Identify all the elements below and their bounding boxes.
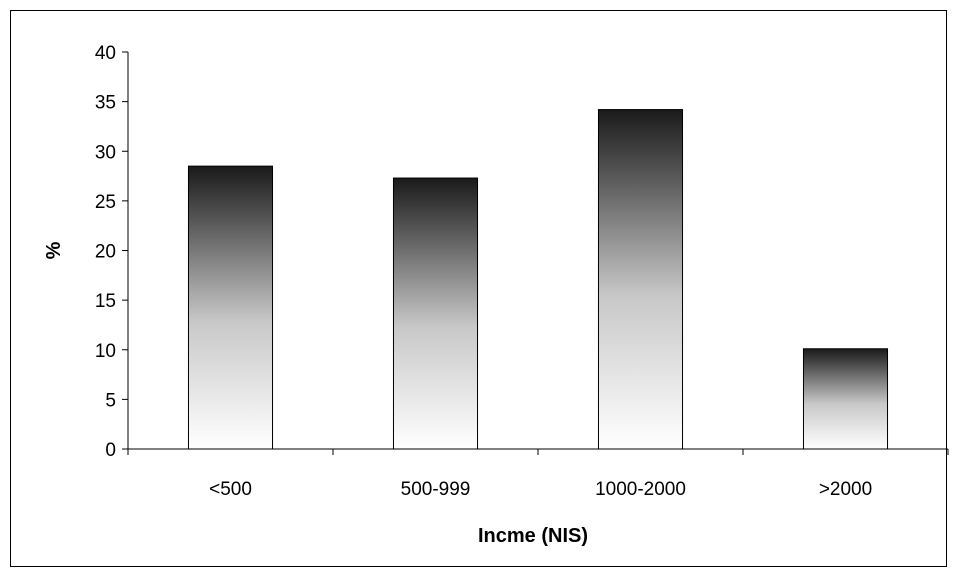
bar bbox=[187, 165, 274, 450]
y-tick-label: 35 bbox=[95, 93, 116, 114]
y-tick-label: 15 bbox=[95, 291, 116, 312]
y-tick-label: 5 bbox=[105, 390, 116, 411]
y-tick-label: 40 bbox=[95, 43, 116, 64]
y-tick-label: 20 bbox=[95, 242, 116, 263]
y-tick-label: 10 bbox=[95, 341, 116, 362]
x-tick-label: >2000 bbox=[819, 479, 872, 500]
bar bbox=[802, 348, 889, 450]
x-tick-label: <500 bbox=[209, 479, 252, 500]
x-axis: <500 500-999 1000-2000 >2000 bbox=[127, 448, 949, 500]
y-tick-label: 30 bbox=[95, 142, 116, 163]
x-tick-label: 1000-2000 bbox=[595, 479, 686, 500]
y-tick-label: 25 bbox=[95, 192, 116, 213]
x-tick-label: 500-999 bbox=[401, 479, 471, 500]
bar bbox=[597, 109, 684, 450]
y-tick-label: 0 bbox=[105, 440, 116, 461]
bars-group bbox=[187, 109, 889, 450]
bar bbox=[392, 177, 479, 450]
y-axis: 0 5 10 15 20 25 30 35 40 bbox=[95, 43, 129, 461]
x-axis-title: Incme (NIS) bbox=[478, 525, 588, 547]
y-axis-title: % bbox=[43, 241, 65, 259]
chart-frame bbox=[10, 10, 947, 567]
